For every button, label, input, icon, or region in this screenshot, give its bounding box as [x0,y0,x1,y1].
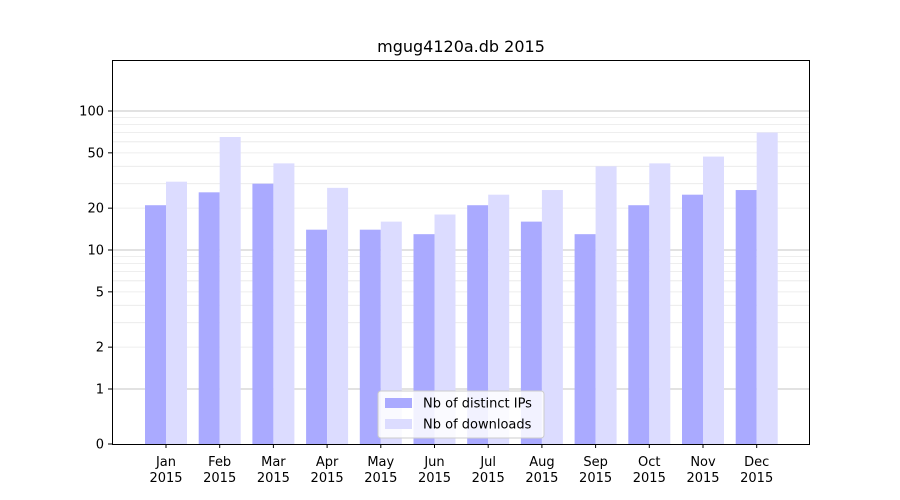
legend-swatch [385,398,412,408]
x-tick-label-month: Mar [261,455,286,470]
bar-distinct-ips [520,221,542,444]
y-tick-label: 5 [96,285,104,300]
x-tick-label-month: Apr [316,455,339,470]
x-tick-label-year: 2015 [257,471,290,486]
bar-downloads [434,214,456,444]
legend-swatch [385,419,412,429]
bar-downloads [273,163,295,444]
x-tick-label-year: 2015 [311,471,344,486]
x-tick-label-year: 2015 [740,471,773,486]
x-tick-label-year: 2015 [472,471,505,486]
x-tick-label-month: Sep [583,455,608,470]
x-tick-label-month: Jan [155,455,176,470]
legend-label: Nb of distinct IPs [423,397,532,412]
legend-box [377,390,545,439]
legend-label: Nb of downloads [423,418,532,433]
bar-distinct-ips [467,205,489,444]
y-axis: 0 1 2 5 10 20 50 100 [79,105,112,453]
y-tick-label: 50 [87,146,104,161]
x-tick-label-month: Nov [690,455,716,470]
bar-downloads [166,181,187,444]
bar-distinct-ips [252,183,274,444]
x-tick-label-year: 2015 [633,471,666,486]
bar-downloads [595,166,617,444]
bar-downloads [327,187,349,444]
x-tick-label-month: Dec [744,455,769,470]
x-tick-label-month: Aug [529,455,554,470]
x-tick-label-year: 2015 [364,471,397,486]
x-axis: Jan2015Feb2015Mar2015Apr2015May2015Jun20… [149,444,773,486]
bar-distinct-ips [359,229,381,444]
y-tick-label: 20 [87,202,104,217]
bar-downloads [488,194,510,444]
x-tick-label-year: 2015 [418,471,451,486]
bar-distinct-ips [735,190,757,444]
bar-downloads [703,156,724,444]
x-tick-label-year: 2015 [525,471,558,486]
x-tick-label-month: Feb [208,455,231,470]
bars-layer [145,132,778,444]
bar-distinct-ips [682,194,703,444]
bar-downloads [380,221,402,444]
x-tick-label-year: 2015 [203,471,236,486]
bar-distinct-ips [628,205,650,444]
bar-downloads [756,132,778,444]
y-tick-label: 1 [96,383,104,398]
y-tick-label: 100 [79,105,104,120]
x-tick-label-year: 2015 [579,471,612,486]
chart-title: mgug4120a.db 2015 [377,37,545,56]
x-tick-label-year: 2015 [686,471,719,486]
y-tick-label: 10 [87,244,104,259]
x-tick-label-year: 2015 [149,471,182,486]
y-tick-label: 0 [96,438,104,453]
bar-downloads [541,190,563,444]
x-tick-label-month: May [367,455,394,470]
x-tick-label-month: Jul [479,455,496,470]
bar-downloads [219,137,241,444]
bar-distinct-ips [145,205,166,444]
bar-distinct-ips [574,234,596,444]
y-tick-label: 2 [96,341,104,356]
plot-frame [112,60,810,445]
bar-distinct-ips [198,192,220,444]
bar-distinct-ips [306,229,328,444]
x-tick-label-month: Oct [638,455,660,470]
legend: Nb of distinct IPs Nb of downloads [377,390,545,439]
x-tick-label-month: Jun [423,455,444,470]
bar-downloads [649,163,671,444]
